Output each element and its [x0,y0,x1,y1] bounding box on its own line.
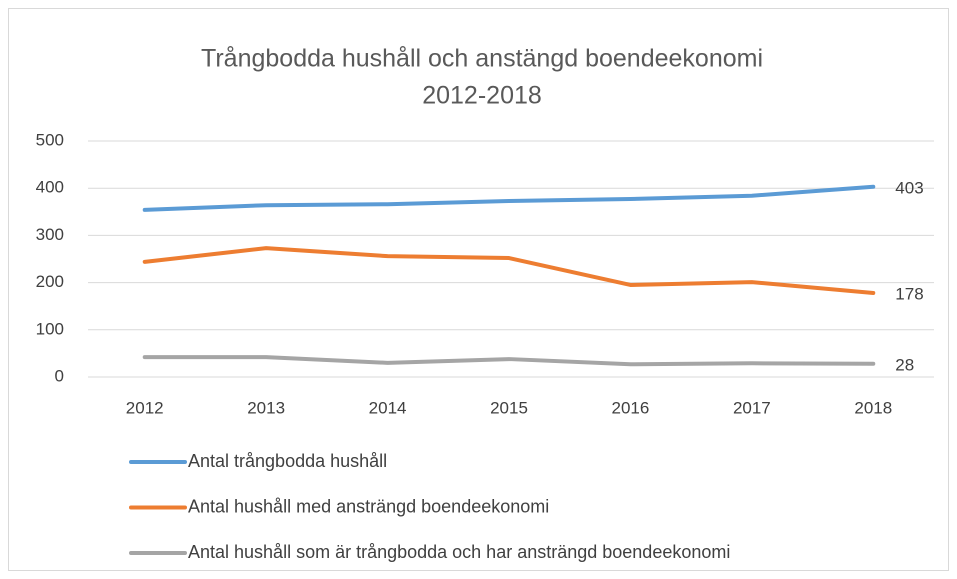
data-label: 28 [895,355,914,374]
x-tick-label: 2014 [369,398,407,417]
x-tick-label: 2013 [247,398,285,417]
y-tick-label: 100 [36,319,64,338]
legend-label: Antal hushåll med ansträngd boendeekonom… [188,496,549,516]
x-tick-label: 2012 [126,398,164,417]
y-tick-label: 300 [36,225,64,244]
series-line [142,246,876,295]
series-line [142,355,876,367]
chart-border [8,8,949,571]
x-tick-label: 2017 [733,398,771,417]
data-label: 403 [895,178,923,197]
y-tick-label: 200 [36,272,64,291]
series-line [142,184,876,212]
y-tick-label: 0 [55,366,64,385]
chart-title: Trångbodda hushåll och anstängd boendeek… [201,45,763,73]
data-label: 178 [895,284,923,303]
x-tick-label: 2016 [612,398,650,417]
legend-label: Antal hushåll som är trångbodda och har … [188,542,730,562]
x-tick-label: 2015 [490,398,528,417]
chart-title: 2012-2018 [422,82,542,110]
x-tick-label: 2018 [854,398,892,417]
y-tick-label: 500 [36,130,64,149]
y-tick-label: 400 [36,178,64,197]
legend-label: Antal trångbodda hushåll [188,451,387,471]
